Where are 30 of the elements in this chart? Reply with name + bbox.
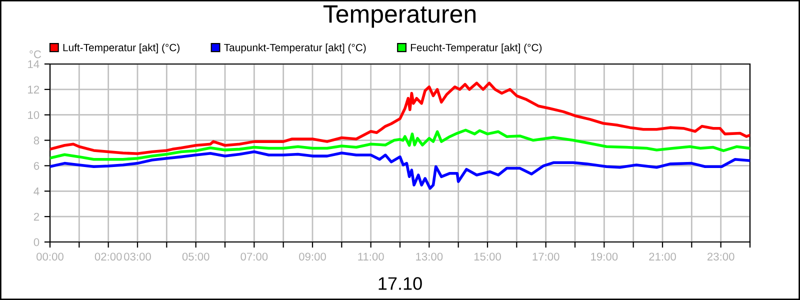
x-tick-label: 02:00 xyxy=(94,252,122,261)
line-series xyxy=(50,150,750,190)
legend-label: Feucht-Temperatur [akt] (°C) xyxy=(410,44,542,54)
y-tick-label: 6 xyxy=(34,162,40,170)
y-tick-label: 2 xyxy=(34,212,40,221)
x-tick-label: 03:00 xyxy=(124,252,151,261)
x-tick-label: 15:00 xyxy=(474,252,501,261)
y-tick-label: 12 xyxy=(28,86,40,94)
x-tick-label: 21:00 xyxy=(649,252,676,261)
x-tick-label: 00:00 xyxy=(36,252,64,261)
y-tick-label: 0 xyxy=(34,238,40,246)
y-tick-label: 4 xyxy=(34,188,40,196)
line-series xyxy=(50,82,750,156)
x-axis-title: 17.10 xyxy=(378,277,422,290)
y-tick-label: 10 xyxy=(28,111,40,119)
x-tick-label: 07:00 xyxy=(240,252,268,261)
y-axis-title: °C xyxy=(30,50,42,58)
line-series xyxy=(50,128,750,161)
x-tick-label: 09:00 xyxy=(299,252,326,261)
x-tick-label: 23:00 xyxy=(707,252,734,261)
y-tick-label: 14 xyxy=(28,60,40,68)
legend-label: Taupunkt-Temperatur [akt] (°C) xyxy=(224,44,366,54)
legend-label: Luft-Temperatur [akt] (°C) xyxy=(63,44,180,54)
y-tick-label: 8 xyxy=(34,136,40,144)
x-tick-label: 19:00 xyxy=(591,252,618,261)
x-tick-label: 05:00 xyxy=(182,252,210,261)
x-tick-label: 17:00 xyxy=(532,252,560,261)
chart-title: Temperaturen xyxy=(323,5,476,28)
x-tick-label: 13:00 xyxy=(416,252,443,261)
x-tick-label: 11:00 xyxy=(358,252,384,261)
